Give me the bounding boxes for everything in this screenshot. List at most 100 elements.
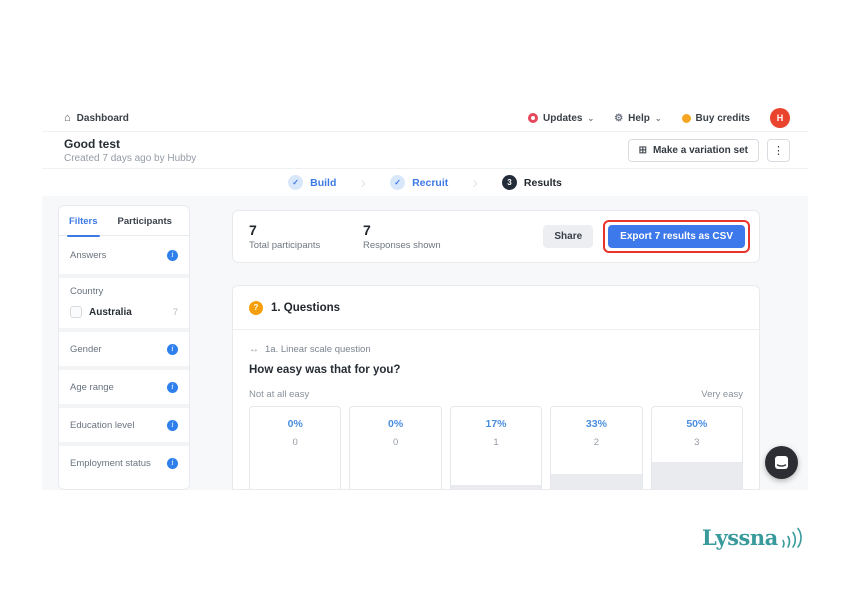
app-window: ⌂ Dashboard Updates ⌄ ⚙ Help ⌄ Buy credi… (42, 105, 808, 490)
updates-label: Updates (543, 112, 583, 124)
questions-card: ? 1. Questions ↔ 1a. Linear scale questi… (232, 285, 760, 490)
questions-header: ? 1. Questions (233, 286, 759, 330)
step-separator-icon: › (472, 173, 478, 192)
scale-count: 1 (493, 437, 499, 448)
scale-column-4: 33% 2 (550, 406, 643, 489)
scale-column-1: 0% 0 (249, 406, 342, 489)
linear-scale-icon: ↔ (249, 344, 259, 355)
question-type-row: ↔ 1a. Linear scale question (249, 344, 743, 355)
step-results[interactable]: 3 Results (501, 175, 562, 190)
answers-label: Answers (70, 249, 107, 261)
home-icon: ⌂ (64, 112, 71, 124)
australia-checkbox[interactable] (70, 306, 82, 318)
kebab-icon: ⋮ (773, 144, 784, 157)
step-build[interactable]: ✓ Build (288, 175, 336, 190)
question-type-label: 1a. Linear scale question (265, 344, 371, 355)
scale-percent: 0% (287, 418, 303, 430)
filter-section-age-range: Age range i (59, 366, 189, 404)
info-icon[interactable]: i (167, 419, 178, 431)
step-recruit-label: Recruit (412, 176, 449, 189)
age-range-label: Age range (70, 381, 114, 393)
dashboard-label: Dashboard (76, 112, 129, 124)
scale-column-fill-4 (651, 462, 743, 489)
scale-count: 3 (694, 437, 700, 448)
lyssna-wave-icon (781, 527, 802, 548)
total-participants-value: 7 (249, 222, 257, 238)
scale-percent: 17% (485, 418, 507, 430)
content-area: Filters Participants Answers i Country A… (42, 196, 808, 490)
scale-column-5: 50% 3 (650, 406, 744, 489)
help-menu[interactable]: ⚙ Help ⌄ (614, 113, 661, 124)
export-csv-button[interactable]: Export 7 results as CSV (608, 225, 745, 248)
stat-total-participants: 7 Total participants (249, 222, 363, 251)
question-text: How easy was that for you? (249, 364, 401, 376)
nav-right-group: Updates ⌄ ⚙ Help ⌄ Buy credits H (528, 108, 790, 128)
make-variation-button[interactable]: ⊞ Make a variation set (627, 138, 759, 162)
updates-menu[interactable]: Updates ⌄ (528, 113, 594, 124)
country-option-row: Australia 7 (70, 306, 178, 318)
scale-column-fill-3 (551, 474, 642, 489)
scale-column-3: 17% 1 (449, 406, 543, 489)
test-info: Good test Created 7 days ago by Hubby (64, 137, 196, 164)
summary-card: 7 Total participants 7 Responses shown S… (232, 210, 760, 263)
step-number-badge: 3 (501, 175, 517, 190)
scale-column-2: 0% 0 (349, 406, 442, 489)
user-avatar[interactable]: H (770, 108, 790, 128)
credits-coin-icon (681, 113, 691, 123)
info-icon[interactable]: i (167, 381, 178, 393)
scale-percent: 50% (686, 418, 708, 430)
australia-count: 7 (172, 306, 178, 318)
scale-count: 0 (392, 437, 399, 448)
filter-section-gender: Gender i (59, 328, 189, 366)
scale-count: 2 (593, 437, 600, 448)
help-label: Help (628, 112, 650, 124)
share-button[interactable]: Share (543, 225, 594, 248)
summary-actions: Share Export 7 results as CSV (543, 220, 750, 253)
australia-label: Australia (89, 306, 132, 318)
step-results-label: Results (523, 176, 562, 189)
scale-columns: 0% 0 0% 0 17% 1 (249, 406, 744, 489)
education-label: Education level (70, 419, 135, 431)
info-icon[interactable]: i (167, 457, 178, 469)
total-participants-label: Total participants (249, 240, 321, 251)
annotation-highlight-box: Export 7 results as CSV (603, 220, 750, 253)
lyssna-logo-text: Lyssna (702, 525, 778, 550)
step-recruit[interactable]: ✓ Recruit (390, 175, 448, 190)
sidebar-tabs: Filters Participants (59, 206, 189, 237)
title-actions: ⊞ Make a variation set ⋮ (627, 138, 790, 162)
chat-widget-button[interactable] (765, 446, 798, 479)
updates-icon (528, 113, 539, 123)
questions-section-icon: ? (249, 300, 263, 315)
info-icon[interactable]: i (167, 343, 178, 355)
variation-set-icon: ⊞ (638, 144, 647, 156)
help-icon: ⚙ (614, 112, 624, 124)
stepper: ✓ Build › ✓ Recruit › 3 Results (42, 169, 808, 196)
stat-responses-shown: 7 Responses shown (363, 222, 477, 251)
check-icon: ✓ (390, 175, 406, 190)
more-options-button[interactable]: ⋮ (767, 138, 790, 162)
info-icon[interactable]: i (167, 249, 178, 261)
chevron-down-icon: ⌄ (654, 113, 662, 123)
gender-label: Gender (70, 343, 102, 355)
filters-sidebar: Filters Participants Answers i Country A… (58, 205, 190, 490)
scale-right-label: Very easy (701, 389, 743, 400)
scale-left-label: Not at all easy (249, 389, 310, 400)
chevron-down-icon: ⌄ (587, 113, 595, 123)
step-build-label: Build (310, 176, 337, 189)
title-bar: Good test Created 7 days ago by Hubby ⊞ … (42, 132, 808, 169)
scale-count: 0 (292, 437, 298, 448)
tab-filters[interactable]: Filters (59, 206, 108, 237)
check-icon: ✓ (288, 175, 304, 190)
filter-section-education: Education level i (59, 404, 189, 442)
questions-section-title: 1. Questions (271, 301, 341, 314)
buy-credits-label: Buy credits (695, 112, 750, 124)
filter-section-employment: Employment status i (59, 442, 189, 480)
scale-percent: 33% (585, 418, 607, 430)
buy-credits-link[interactable]: Buy credits (681, 112, 750, 124)
scale-percent: 0% (388, 418, 404, 430)
dashboard-link[interactable]: ⌂ Dashboard (64, 112, 129, 124)
tab-participants[interactable]: Participants (117, 215, 172, 227)
filter-section-country: Country Australia 7 (59, 274, 189, 328)
page-subtitle: Created 7 days ago by Hubby (64, 152, 197, 164)
